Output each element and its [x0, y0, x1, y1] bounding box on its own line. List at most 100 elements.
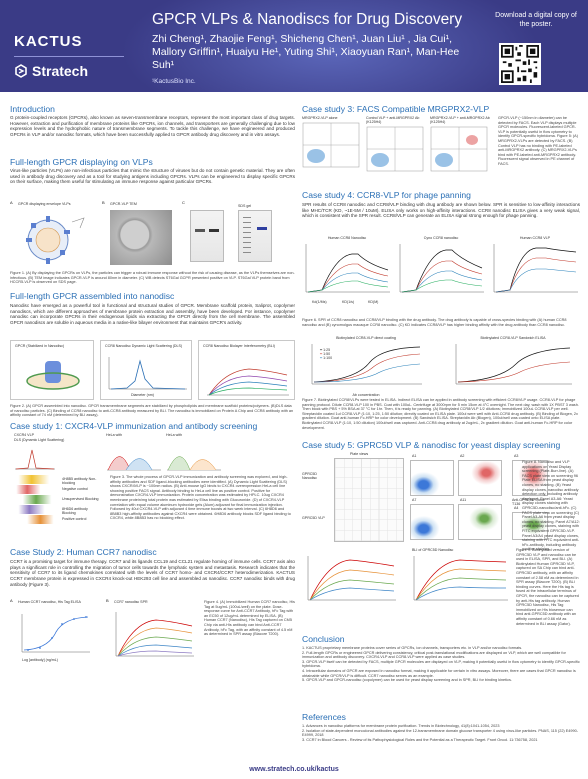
download-note: Download a digital copy of the poster.: [495, 12, 577, 28]
nanodisc-illustration: GPCR (Stabilized in Nanodisc): [10, 340, 94, 400]
figure-5: MRGPRX2-VLP alone Control VLP + anti-MRG…: [302, 116, 492, 176]
case3-heading: Case study 3: FACS Compatible MRGPRX2-VL…: [302, 104, 490, 114]
intro-text: G protein-coupled receptors (GPCRs), als…: [10, 115, 295, 138]
conclusion-item: 1. KACTUS proprietary membrane proteins …: [302, 646, 523, 650]
plate-grid: [334, 458, 404, 542]
case4-text: SPR results of CCR8 nanodisc and CCR8/VL…: [302, 202, 580, 219]
facs-hist-2: [167, 456, 221, 471]
facs-panel-a: MRGPRX2-VLP alone: [302, 116, 362, 173]
figure-9-caption: Figure 9. Biotinylated version of GPRC5D…: [516, 548, 579, 626]
figure-2: GPCR (Stabilized in Nanodisc) CCR8 Nanod…: [10, 340, 295, 402]
figure-7: Biotinylated CCR8-VLP direct coating Ab …: [302, 336, 580, 397]
figure-4: A Human CCR7 nanodisc, His Tag ELISA Log…: [10, 598, 295, 662]
ccr7-elisa-title: Human CCR7 nanodisc, His Tag ELISA: [18, 600, 81, 604]
figure-5-caption: GPCR-VLP (~150nm in diameter) can be det…: [498, 116, 578, 166]
spr-curves-c: [493, 244, 578, 293]
facs-dotplot-a: [302, 122, 360, 168]
dls-small-chart: [15, 449, 55, 470]
qr-code-icon: [501, 45, 539, 83]
reference-item: 2. Isolation of state-dependent monoclon…: [302, 728, 578, 738]
bli-nanodisc-label: BLI of GPRC5D Nanodisc: [412, 548, 454, 552]
facs-dotplot-c: [430, 126, 488, 172]
elisa-curves-a: [311, 344, 422, 385]
facs-panel-c: MRGPRX2-VLP + anti-MRGPRX2 Ab (K125H4): [430, 116, 492, 177]
reference-item: 1. Advances in nanodisc platforms for me…: [302, 724, 500, 728]
dls-chart: CCR8 Nanodisc Dynamic Light Scattering (…: [100, 340, 192, 400]
spr-kinetics-table: Kd(1/Ms) KD(1/s) KD(M): [312, 300, 379, 304]
conclusion-heading: Conclusion: [302, 634, 345, 644]
panel-a-title: GPCR displaying envelope VLPs: [18, 202, 71, 206]
ccr7-spr-title: CCR7 nanodisc SPR: [114, 600, 148, 604]
case2-text: CCR7 is a promising target for immune th…: [10, 559, 295, 587]
gprc-spr-curves: [307, 556, 396, 601]
histogram-stack: [14, 475, 58, 527]
elisa-axis: Ab concentration: [352, 393, 380, 397]
elisa-panel-a: Biotinylated CCR8-VLP direct coating Ab …: [306, 336, 426, 397]
ccr7-elisa-curve: [21, 614, 90, 653]
tem-image: [110, 210, 172, 265]
conclusion-item: 2. Full-length GPCRs or engineered GPCR …: [302, 650, 566, 660]
poster-header: KACTUS Stratech GPCR VLPs & Nanodiscs fo…: [0, 0, 588, 92]
spr-curves-a: [305, 244, 390, 293]
kactus-logo: KACTUS: [14, 33, 83, 50]
case4-heading: Case study 4: CCR8-VLP for phage panning: [302, 190, 471, 200]
figure-1-caption: Figure 1. (A) By displaying the GPCRs on…: [10, 271, 295, 285]
nanodisc-text: Nanodisc have emerged as a powerful tool…: [10, 303, 295, 326]
row-label-nanodisc: GPRC5D Nanodisc: [302, 472, 317, 480]
elisa-legend: ━ 1:25 ━ 1:50 ━ 1:100: [320, 348, 333, 360]
stratech-mark-icon: [15, 64, 27, 78]
bli-curves: [207, 368, 289, 396]
figure-8-caption: Figure 8. Nanodisc and VLP applications …: [522, 460, 580, 552]
facs-panel-b: Control VLP + anti-MRGPRX2 Ab (K125H4): [366, 116, 426, 177]
ccr7-spr-curves: [115, 612, 194, 657]
brand-divider: [14, 56, 124, 57]
spr-panel-a: Human CCR8 Nanodisc: [302, 236, 392, 299]
ccr7-elisa-axis: Log [antibody] (ng/mL): [22, 658, 58, 662]
vlp-heading: Full-length GPCR displaying on VLPs: [10, 157, 153, 167]
hela-label-2: HeLa with: [166, 433, 182, 437]
dls-curve: [108, 357, 187, 390]
sds-gel: [238, 210, 272, 262]
conclusion-item: 5. GPCR-VLP and GPCR-nanodisc (copolymer…: [302, 678, 512, 683]
spr-panel-b: Cyno CCR8 nanodisc: [396, 236, 486, 299]
nanodisc-icon: [26, 361, 80, 390]
figure-7-caption: Figure 7. Biotinylated CCR8/VLPs were te…: [302, 398, 579, 430]
elisa-panel-b: Biotinylated CCR8-VLP Sandwich ELISA: [450, 336, 576, 393]
figure-1: A GPCR displaying envelope VLPs B GPCR-V…: [10, 200, 295, 270]
row-label-vlp: GPRC5D VLP: [302, 516, 325, 520]
conclusion-item: 4. Intracellular domains of GPCR are exp…: [302, 668, 576, 678]
conclusion-item: 3. GPCR-VLP itself can be detected by FA…: [302, 659, 580, 669]
plate-view-label: Plate views: [350, 452, 369, 456]
figure-6: Human CCR8 Nanodisc Cyno CCR8 nanodisc H…: [302, 236, 580, 316]
figure-6-caption: Figure 6. SPR of CCR8 nanodisc and CCR8/…: [302, 318, 567, 327]
figure-8: GPRC5D Nanodisc GPRC5D VLP Plate views A…: [302, 452, 580, 544]
spr-panel-c: Human CCR8 VLP: [490, 236, 580, 299]
figure-3: CXCR4 VLP DLS (Dynamic Light Scattering)…: [10, 433, 295, 528]
intro-heading: Introduction: [10, 104, 55, 114]
panel-a-label: A: [10, 200, 13, 205]
gprc-bli-curves: [413, 556, 508, 601]
spr-curves-b: [399, 244, 484, 293]
author-list: Zhi Cheng¹, Zhaojie Feng¹, Shicheng Chen…: [152, 33, 460, 71]
panel-c-label: C: [182, 200, 185, 205]
case2-heading: Case Study 2: Human CCR7 nanodisc: [10, 547, 157, 557]
reference-list: 1. Advances in nanodisc platforms for me…: [302, 724, 580, 742]
figure-9: BLI of GPRC5D Nanodisc: [302, 548, 512, 606]
vlp-illustration: [26, 216, 85, 264]
qr-code[interactable]: [499, 43, 541, 85]
facs-grid-2: A3 Anti-GPRC5D Clone T136 A4: [512, 454, 550, 542]
sds-gel-label: SDS gel: [238, 204, 252, 208]
poster-title: GPCR VLPs & Nanodiscs for Drug Discovery: [152, 11, 463, 28]
affiliation: ¹KactusBio Inc.: [152, 78, 196, 85]
bli-chart: CCR8 Nanodisc Biolayer Interferometry (B…: [198, 340, 295, 400]
elisa-curves-b: [455, 344, 572, 385]
case1-heading: Case study 1: CXCR4-VLP immunization and…: [10, 421, 258, 431]
facs-grid: A1 A2 A7 A11: [410, 454, 506, 542]
references-heading: References: [302, 712, 346, 722]
nanodisc-heading: Full-length GPCR assembled into nanodisc: [10, 291, 175, 301]
conclusion-list: 1. KACTUS proprietary membrane proteins …: [302, 646, 580, 683]
footer-url-link[interactable]: www.stratech.co.uk/kactus: [249, 766, 339, 773]
panel-b-label: B: [102, 200, 105, 205]
figure-3-caption: Figure 3. The whole process of GPCR-VLP …: [110, 475, 291, 521]
western-blot: [190, 210, 224, 262]
